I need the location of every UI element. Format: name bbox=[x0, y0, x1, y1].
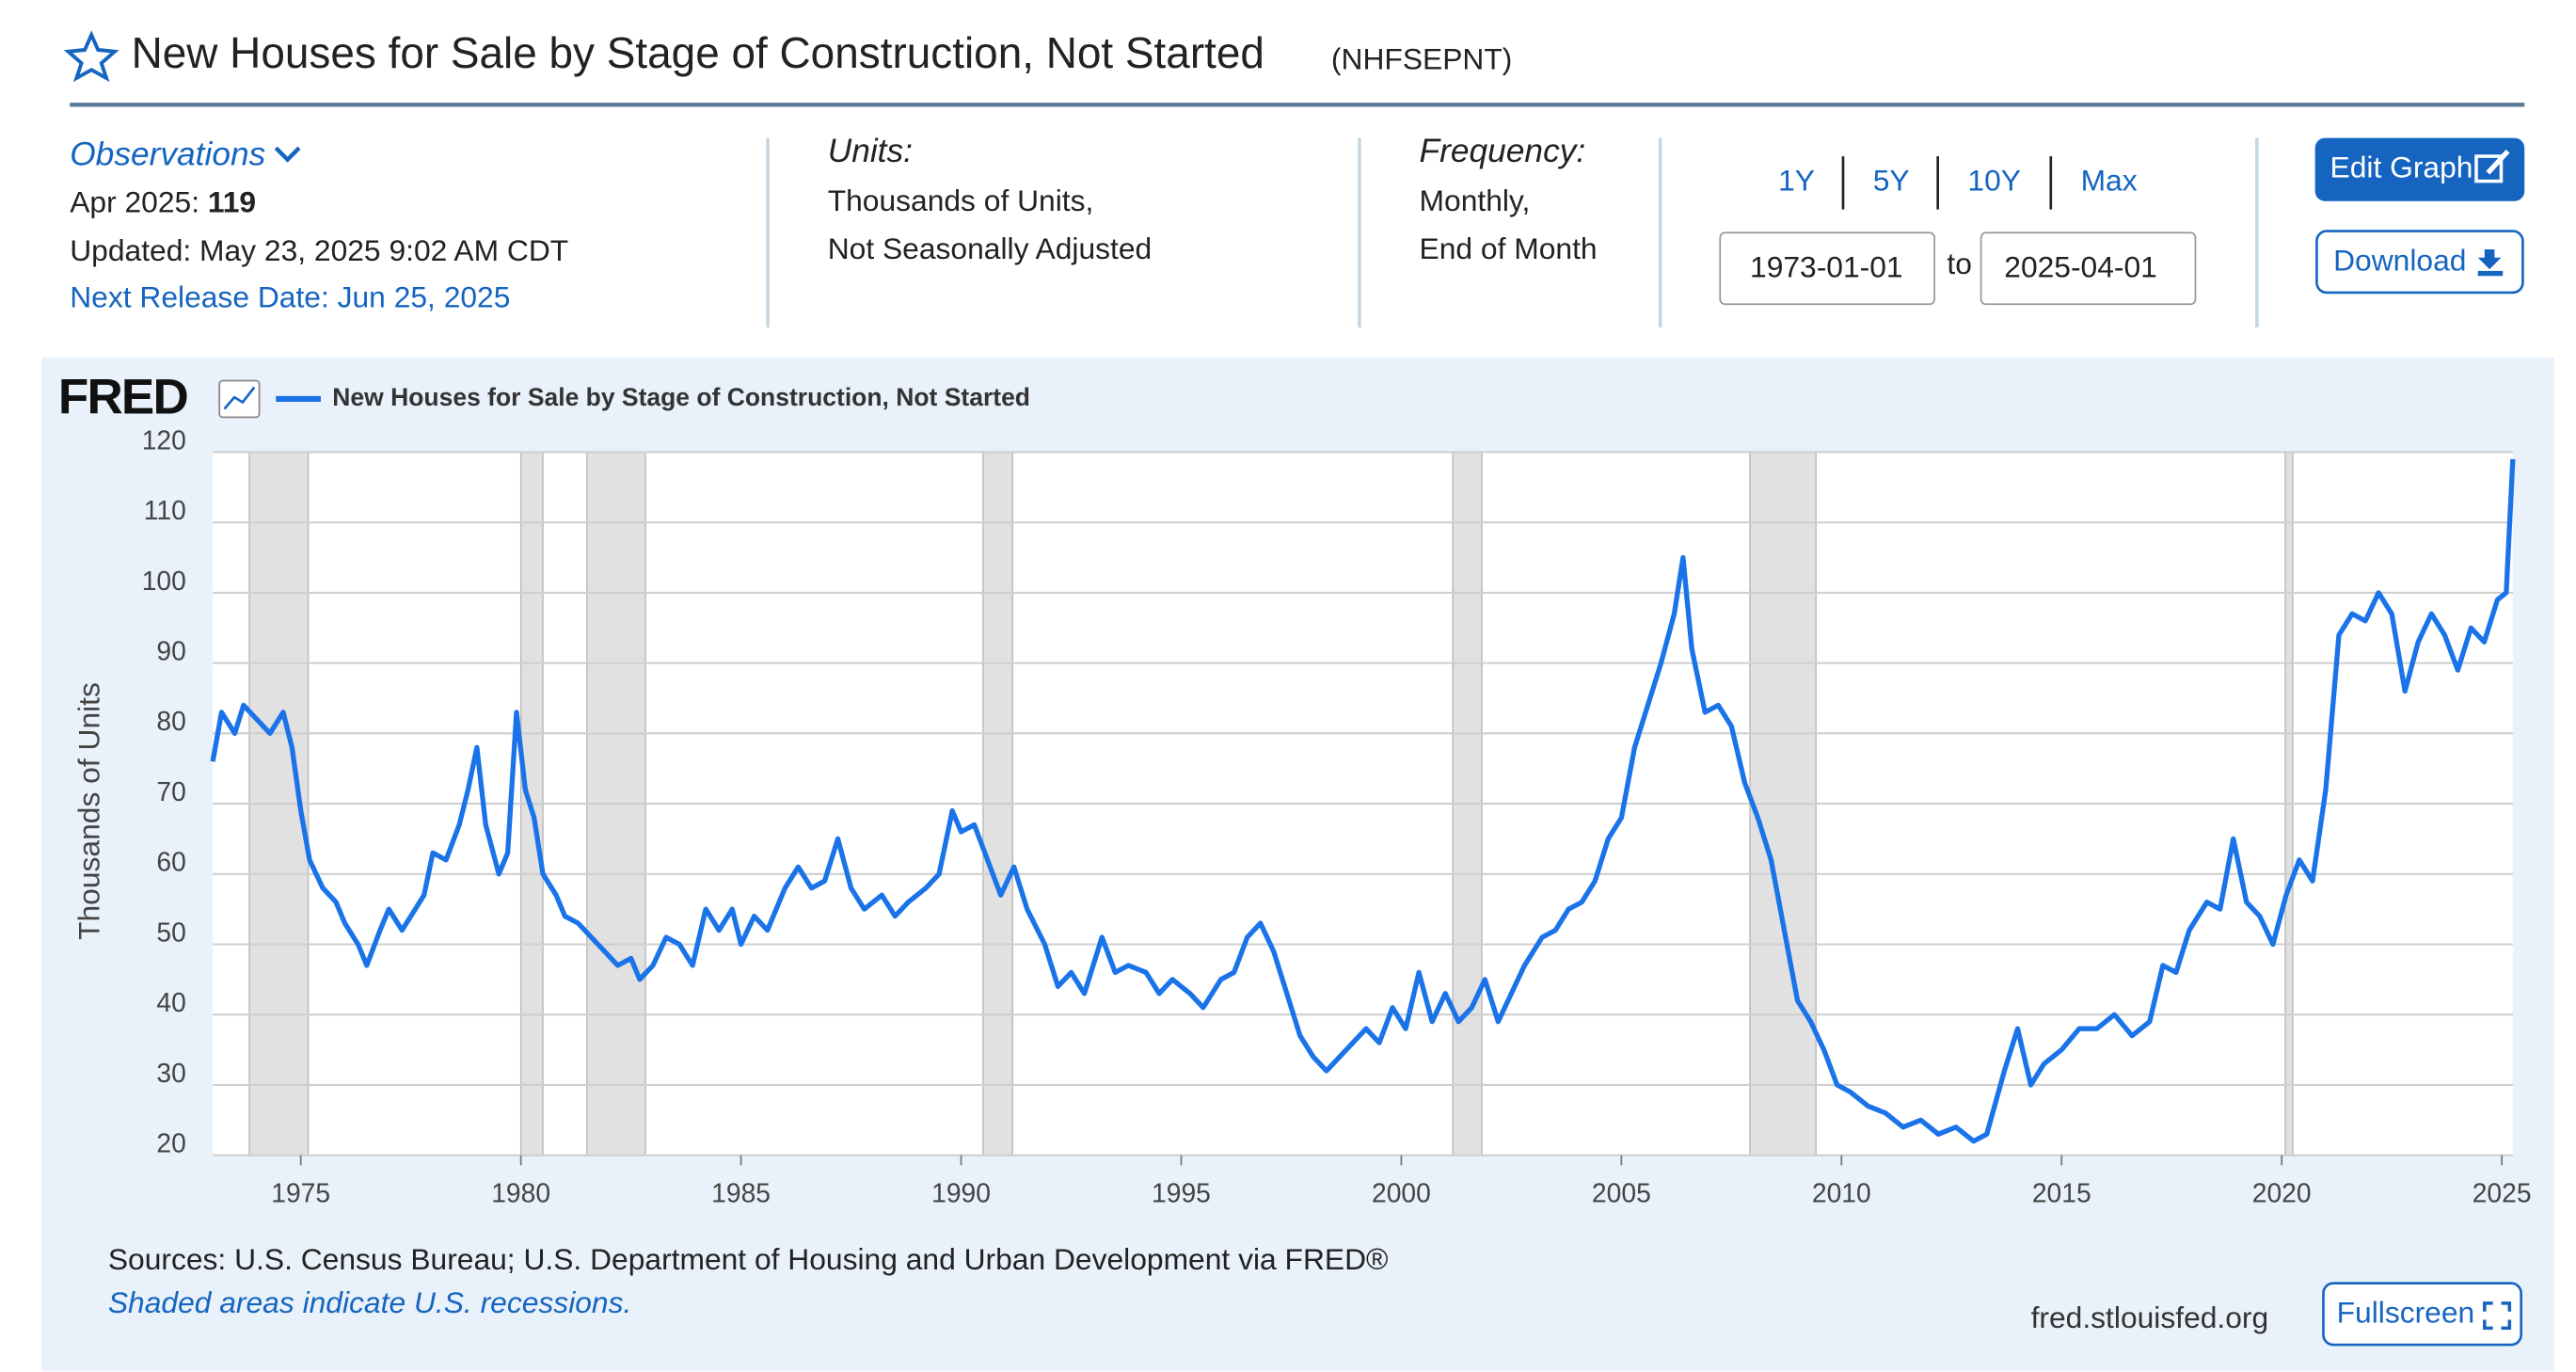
units-label: Units: bbox=[828, 133, 913, 169]
frequency-line: End of Month bbox=[1420, 231, 1598, 265]
x-tick-label: 1975 bbox=[271, 1178, 330, 1208]
fullscreen-button[interactable] bbox=[2322, 1282, 2523, 1347]
fullscreen-label: Fullscreen bbox=[2337, 1296, 2475, 1330]
page-title: New Houses for Sale by Stage of Construc… bbox=[132, 28, 1264, 77]
frequency-line: Monthly, bbox=[1420, 183, 1531, 217]
updated: Updated: May 23, 2025 9:02 AM CDT bbox=[70, 233, 568, 267]
favorite-star[interactable] bbox=[63, 30, 119, 83]
fullscreen-icon bbox=[2483, 1301, 2512, 1331]
y-tick-label: 60 bbox=[156, 847, 185, 877]
range-button[interactable]: 10Y bbox=[1967, 164, 2021, 198]
end-date: 2025-04-01 bbox=[2004, 250, 2157, 284]
y-tick-label: 40 bbox=[156, 987, 185, 1017]
legend-entry: New Houses for Sale by Stage of Construc… bbox=[332, 383, 1030, 411]
y-tick-label: 110 bbox=[144, 495, 186, 525]
obs-value: 119 bbox=[208, 185, 256, 219]
y-tick-label: 50 bbox=[156, 917, 185, 947]
download-icon bbox=[2477, 270, 2504, 277]
frequency-label: Frequency: bbox=[1420, 133, 1586, 169]
fred-logo: FRED bbox=[58, 370, 188, 425]
edit-icon bbox=[2474, 154, 2504, 183]
sources: Sources: U.S. Census Bureau; U.S. Depart… bbox=[108, 1242, 1389, 1276]
y-tick-label: 120 bbox=[142, 424, 186, 455]
x-tick-label: 1990 bbox=[931, 1178, 991, 1208]
x-tick-label: 2005 bbox=[1592, 1178, 1651, 1208]
obs-date: Apr 2025: bbox=[70, 185, 199, 219]
x-tick-label: 2010 bbox=[1812, 1178, 1871, 1208]
y-tick-label: 80 bbox=[156, 706, 185, 736]
site-url: fred.stlouisfed.org bbox=[2031, 1300, 2269, 1334]
logo-icon bbox=[223, 386, 256, 410]
start-date: 1973-01-01 bbox=[1750, 250, 1903, 284]
x-tick-label: 1980 bbox=[491, 1178, 550, 1208]
units-line: Thousands of Units, bbox=[828, 183, 1094, 217]
edit-graph-label: Edit Graph bbox=[2330, 151, 2473, 184]
y-axis-label: Thousands of Units bbox=[72, 682, 106, 940]
x-tick-label: 2000 bbox=[1372, 1178, 1431, 1208]
download-icon bbox=[2477, 248, 2502, 270]
chevron bbox=[274, 146, 301, 163]
x-tick-label: 2025 bbox=[2473, 1178, 2532, 1208]
recession-note: Shaded areas indicate U.S. recessions. bbox=[108, 1285, 631, 1319]
x-tick-label: 2015 bbox=[2032, 1178, 2091, 1208]
range-button[interactable]: 1Y bbox=[1778, 164, 1815, 198]
y-tick-label: 90 bbox=[156, 635, 185, 665]
x-tick-label: 1995 bbox=[1152, 1178, 1211, 1208]
download-label: Download bbox=[2333, 243, 2466, 277]
observations-toggle[interactable]: Observations bbox=[70, 136, 265, 172]
range-button[interactable]: 5Y bbox=[1873, 164, 1910, 198]
next-release[interactable]: Next Release Date: Jun 25, 2025 bbox=[70, 279, 510, 313]
y-tick-label: 70 bbox=[156, 776, 185, 806]
edit-icon bbox=[2486, 149, 2510, 175]
x-tick-label: 1985 bbox=[711, 1178, 771, 1208]
y-tick-label: 100 bbox=[142, 566, 186, 596]
end-date-input[interactable] bbox=[1980, 231, 2197, 306]
series-id: (NHFSEPNT) bbox=[1331, 42, 1512, 76]
series-line bbox=[210, 458, 2516, 1144]
x-tick-label: 2020 bbox=[2252, 1178, 2312, 1208]
edit-graph-button[interactable] bbox=[2314, 137, 2525, 201]
to-label: to bbox=[1947, 247, 1972, 280]
y-tick-label: 30 bbox=[156, 1058, 185, 1088]
range-button[interactable]: Max bbox=[2081, 164, 2138, 198]
start-date-input[interactable] bbox=[1719, 231, 1936, 306]
units-line: Not Seasonally Adjusted bbox=[828, 231, 1153, 265]
y-tick-label: 20 bbox=[156, 1128, 185, 1158]
download-button[interactable] bbox=[2315, 230, 2524, 295]
